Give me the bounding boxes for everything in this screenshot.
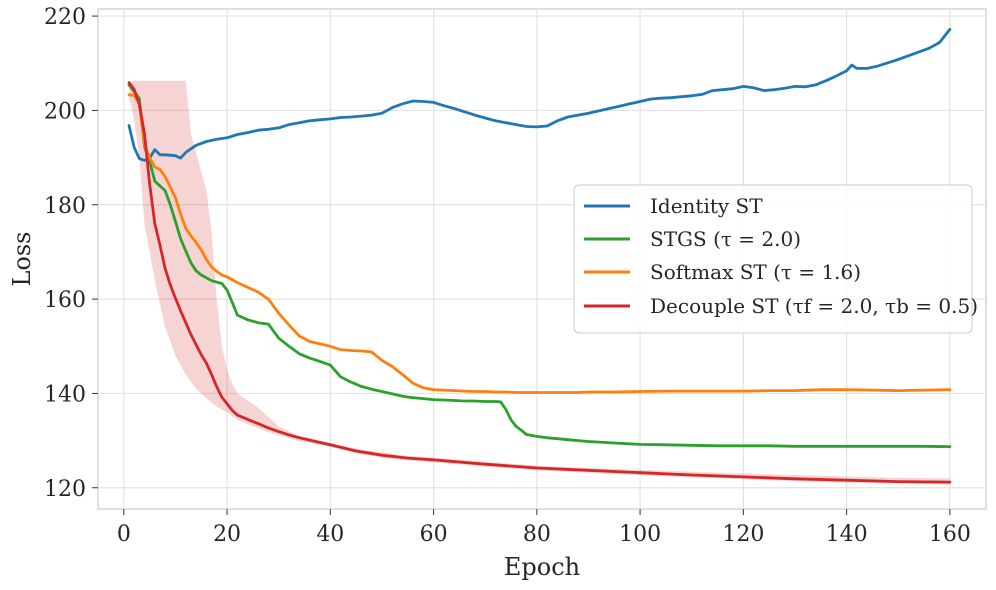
y-axis-label: Loss (8, 231, 36, 286)
x-tick-label-20: 20 (213, 522, 241, 547)
legend-label-stgs: STGS (τ = 2.0) (650, 227, 801, 251)
softmax-st-line (127, 93, 952, 394)
legend: Identity ST STGS (τ = 2.0) Softmax ST (τ… (573, 184, 978, 334)
legend-label-decouple-st: Decouple ST (τf = 2.0, τb = 0.5) (650, 294, 978, 318)
y-tick-label-180: 180 (44, 194, 86, 219)
x-tick-label-0: 0 (117, 522, 131, 547)
grid (98, 9, 986, 509)
y-tick-label-220: 220 (44, 5, 86, 30)
y-tick-label-200: 200 (44, 99, 86, 124)
stgs-line (127, 83, 952, 449)
y-tick-label-120: 120 (44, 477, 86, 502)
identity-st-line (127, 27, 952, 162)
x-tick-label-160: 160 (929, 522, 971, 547)
x-tick-label-80: 80 (523, 522, 551, 547)
x-tick-label-40: 40 (316, 522, 344, 547)
x-tick-label-100: 100 (619, 522, 661, 547)
y-tick-label-140: 140 (44, 382, 86, 407)
legend-box (573, 184, 973, 334)
x-tick-label-140: 140 (826, 522, 868, 547)
x-axis-ticks: 0 20 40 60 80 100 120 140 160 (117, 509, 971, 547)
series-layer (127, 27, 952, 484)
legend-label-identity-st: Identity ST (650, 194, 763, 218)
legend-label-softmax-st: Softmax ST (τ = 1.6) (650, 260, 861, 284)
x-tick-label-60: 60 (420, 522, 448, 547)
x-axis-label: Epoch (504, 553, 580, 581)
y-tick-label-160: 160 (44, 288, 86, 313)
decouple-st-line (127, 81, 952, 484)
y-axis-ticks: 120 140 160 180 200 220 (44, 5, 98, 502)
x-tick-label-120: 120 (722, 522, 764, 547)
